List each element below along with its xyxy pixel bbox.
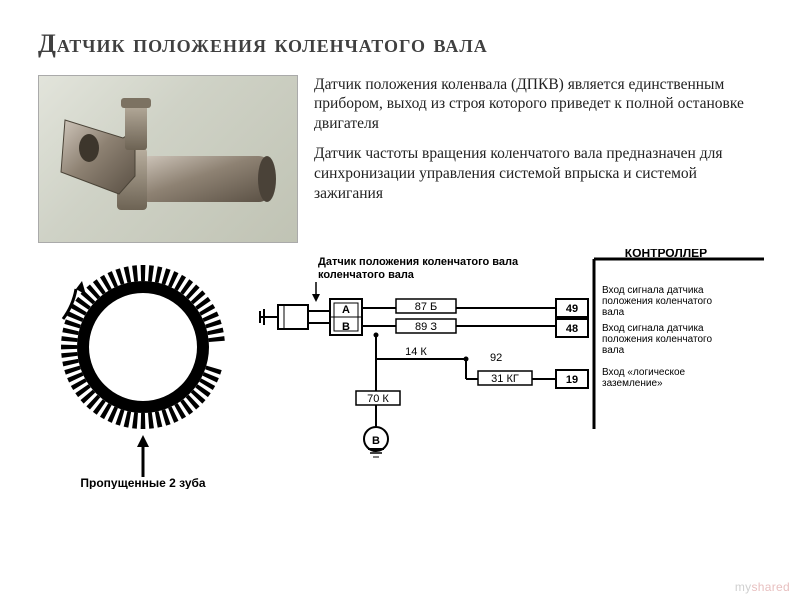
- note-48a: Вход сигнала датчика: [602, 323, 704, 334]
- reluctor-ring: Пропущенные 2 зуба: [38, 249, 248, 489]
- svg-text:заземление»: заземление»: [602, 378, 663, 389]
- pin-b: B: [342, 321, 350, 333]
- wire-70k: 70 К: [367, 393, 389, 405]
- slide-title: Датчик положения коленчатого вала: [38, 28, 762, 61]
- schematic: Датчик положения коленчатого вала коленч…: [256, 249, 766, 499]
- svg-text:вала: вала: [602, 307, 625, 318]
- description: Датчик положения коленвала (ДПКВ) являет…: [314, 75, 762, 243]
- wire-31kg: 31 КГ: [491, 373, 519, 385]
- wire-87b: 87 Б: [415, 301, 438, 313]
- pin-19: 19: [566, 374, 578, 386]
- paragraph-2: Датчик частоты вращения коленчатого вала…: [314, 144, 762, 203]
- svg-text:положения коленчатого: положения коленчатого: [602, 334, 712, 345]
- sensor-photo: [38, 75, 298, 243]
- ring-caption: Пропущенные 2 зуба: [80, 476, 206, 489]
- wire-89z: 89 З: [415, 321, 437, 333]
- upper-row: Датчик положения коленвала (ДПКВ) являет…: [38, 75, 762, 243]
- svg-text:коленчатого вала: коленчатого вала: [318, 269, 415, 281]
- wire-92: 92: [490, 352, 502, 364]
- paragraph-1: Датчик положения коленвала (ДПКВ) являет…: [314, 75, 762, 134]
- controller-label: КОНТРОЛЛЕР: [625, 249, 707, 260]
- svg-text:вала: вала: [602, 345, 625, 356]
- sensor-label: Датчик положения коленчатого вала: [318, 256, 519, 268]
- pin-a: A: [342, 304, 350, 316]
- wire-14k: 14 К: [405, 346, 427, 358]
- watermark: myshared: [735, 580, 790, 594]
- note-49a: Вход сигнала датчика: [602, 285, 704, 296]
- pin-49: 49: [566, 303, 578, 315]
- lower-row: Пропущенные 2 зуба Датчик положения коле…: [38, 249, 762, 499]
- pin-48: 48: [566, 323, 578, 335]
- ground-b: B: [372, 435, 380, 447]
- note-19a: Вход «логическое: [602, 367, 686, 378]
- svg-text:положения коленчатого: положения коленчатого: [602, 296, 712, 307]
